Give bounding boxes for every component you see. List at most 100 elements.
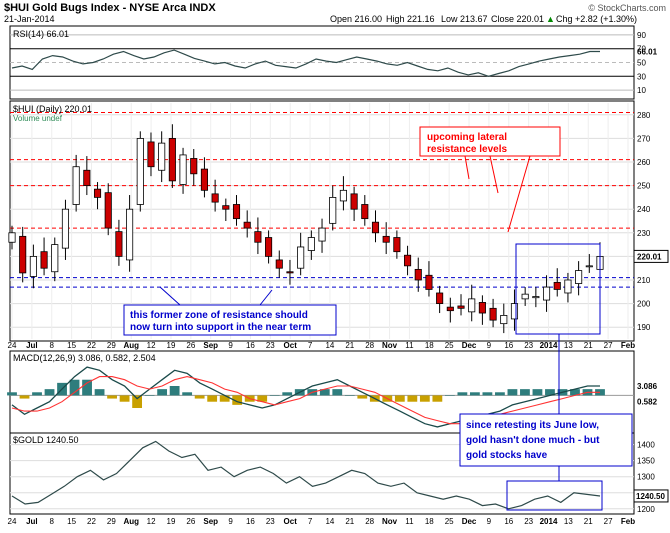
macd-histogram-bar [407, 395, 418, 402]
candle-body [521, 293, 529, 300]
support-arrow-2 [259, 289, 273, 306]
candle-body [425, 274, 433, 290]
candle-body [83, 169, 91, 186]
candle-body [286, 271, 294, 274]
candle-body [575, 270, 583, 284]
candle-body [243, 221, 251, 229]
quote-close: Close 220.01 [491, 14, 544, 24]
gold-x-tick-label: Aug [123, 517, 139, 526]
candle-body [297, 246, 305, 269]
macd-histogram-bar [545, 389, 555, 396]
gold-x-tick-label: 23 [266, 517, 275, 526]
price-x-tick-label: 29 [107, 341, 116, 350]
quote-low: Low 213.67 [441, 14, 488, 24]
price-x-tick-label: 16 [504, 341, 513, 350]
macd-histogram-bar [344, 395, 355, 396]
rsi-last-value: 66.01 [637, 47, 658, 56]
macd-histogram-bar [32, 392, 42, 396]
gold-x-tick-label: 27 [604, 517, 613, 526]
macd-histogram-bar [207, 395, 218, 402]
price-x-tick-label: 21 [584, 341, 593, 350]
quote-change-arrow: ▲ [546, 14, 555, 24]
lateral-annotation-line1: upcoming lateral [427, 132, 507, 143]
price-x-tick-label: 18 [425, 341, 434, 350]
candle-body [350, 193, 358, 210]
price-tick-label: 270 [637, 134, 651, 143]
candle-body [265, 237, 273, 257]
breakout-highlight-box [515, 243, 601, 335]
macd-histogram-bar [182, 392, 193, 396]
price-x-tick-label: Jul [26, 341, 38, 350]
price-x-tick-label: Dec [462, 341, 477, 350]
gold-x-tick-label: 25 [445, 517, 454, 526]
candle-body [232, 204, 241, 220]
macd-histogram-bar [444, 395, 455, 396]
gold-x-tick-label: 9 [228, 517, 233, 526]
candle-body [436, 292, 444, 305]
gold-x-tick-label: Sep [203, 517, 218, 526]
macd-signal-value-label: 0.582 [637, 397, 658, 406]
candle-body [457, 305, 465, 309]
gold-x-tick-label: Feb [621, 517, 635, 526]
macd-histogram-bar [119, 395, 130, 402]
gold-x-tick-label: 7 [308, 517, 313, 526]
chart-date: 21-Jan-2014 [4, 14, 55, 24]
rsi-tick-label: 30 [637, 72, 646, 81]
candle-body [254, 231, 262, 243]
price-x-tick-label: 12 [147, 341, 156, 350]
candle-body [564, 279, 572, 294]
macd-histogram-bar [7, 392, 17, 396]
macd-histogram-bar [469, 392, 480, 396]
macd-histogram-bar [432, 395, 443, 402]
price-x-tick-label: 26 [186, 341, 195, 350]
candle-body [339, 189, 347, 202]
macd-line [11, 366, 600, 428]
macd-value-label: 3.086 [637, 382, 658, 391]
price-x-tick-label: 22 [87, 341, 96, 350]
candle-body [190, 158, 198, 175]
gold-x-tick-label: 11 [405, 517, 414, 526]
candle-body [147, 141, 155, 168]
gold-x-tick-label: 24 [8, 517, 17, 526]
marks-layer [7, 49, 605, 510]
price-last-value-box [633, 249, 669, 263]
gold-x-tick-label: 16 [504, 517, 513, 526]
gold-x-tick-label: Nov [382, 517, 398, 526]
price-tick-label: 250 [637, 182, 651, 191]
macd-histogram-bar [44, 389, 55, 396]
quote-high: High 221.16 [386, 14, 435, 24]
price-x-tick-label: Aug [123, 341, 139, 350]
candle-body [478, 302, 486, 314]
watermark: © StockCharts.com [588, 3, 666, 13]
gold-last-value: 1240.50 [636, 492, 665, 501]
price-x-tick-label: 7 [308, 341, 313, 350]
gold-x-tick-label: 13 [564, 517, 573, 526]
rsi-tick-label: 90 [637, 31, 646, 40]
macd-histogram-bar [194, 395, 205, 399]
gold-x-tick-label: 12 [147, 517, 156, 526]
macd-histogram-bar [132, 395, 143, 408]
macd-title: MACD(12,26,9) 3.086, 0.582, 2.504 [13, 353, 156, 363]
gold-annotation-line1: since retesting its June low, [466, 420, 599, 431]
macd-histogram-bar [269, 395, 280, 396]
price-tick-label: 280 [637, 111, 651, 120]
macd-histogram-bar [520, 389, 530, 396]
support-annotation-line2: now turn into support in the near term [130, 322, 311, 333]
candle-body [318, 227, 326, 242]
gold-x-tick-label: 16 [246, 517, 255, 526]
macd-histogram-bar [19, 395, 30, 399]
macd-histogram-bar [319, 389, 330, 396]
macd-histogram-bar [495, 392, 505, 396]
candle-body [393, 237, 401, 253]
rsi-tick-label: 70 [637, 45, 646, 54]
gold-x-tick-label: Oct [284, 517, 298, 526]
candle-body [168, 137, 176, 182]
price-tick-label: 210 [637, 276, 651, 285]
gold-tick-label: 1200 [637, 505, 655, 514]
price-x-tick-label: Nov [382, 341, 398, 350]
macd-histogram-bar [94, 389, 105, 396]
candle-body [158, 142, 166, 171]
lateral-annotation-line2: resistance levels [427, 144, 507, 155]
gold-x-tick-label: 9 [487, 517, 492, 526]
